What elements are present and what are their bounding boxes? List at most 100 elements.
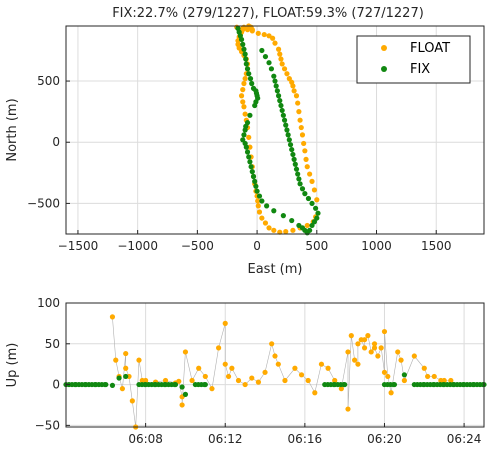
float-point [361,337,368,343]
bottom-y-tick-label: 100 [37,296,60,310]
bottom-x-tick-label: 06:08 [128,432,163,446]
float-point [277,51,283,57]
top-ticks: −1500 −1000 −500 0 500 1000 1500 −500 0 500 [27,74,451,253]
float-point [262,369,268,375]
vertical-position-plot: 06:08 06:12 06:16 06:20 06:24 −50 0 50 100 Up (m… [5,296,487,446]
float-point [240,99,246,105]
fix-point [302,191,308,197]
float-point [368,349,374,355]
fix-point [289,146,295,153]
float-point [261,31,267,38]
fix-point [284,127,290,133]
float-point [292,365,298,371]
fix-point [460,381,466,388]
float-point [259,215,265,221]
float-point [182,349,189,355]
float-point [303,156,309,162]
float-point [299,132,306,138]
float-point [291,88,297,94]
float-point [255,198,261,204]
fix-point [243,56,249,62]
fix-point [253,183,259,189]
fix-point [279,107,285,114]
float-point [255,379,262,385]
float-point [282,377,288,384]
float-point [123,365,129,371]
fix-point [123,373,129,380]
fix-point [277,98,283,104]
fix-point [286,137,292,143]
fix-point [182,391,189,397]
top-x-tick-label: −1000 [117,239,158,253]
fix-point [272,78,278,84]
fix-point [252,178,258,184]
float-point [295,100,301,106]
fix-point [72,381,78,388]
fix-point [268,66,275,72]
float-point [242,381,248,388]
float-point [371,345,378,351]
fix-point [254,188,260,194]
top-x-axis-label: East (m) [248,262,303,277]
fix-point [264,203,270,209]
bottom-y-axis-label: Up (m) [5,343,20,388]
float-point [202,373,208,380]
fix-point [470,381,476,388]
float-point [355,361,361,367]
float-point [311,187,318,193]
float-point [123,350,129,357]
float-point [240,87,246,93]
float-point [304,222,310,229]
float-point [381,369,388,375]
float-point [284,71,290,77]
float-point [355,341,361,347]
float-point [293,93,300,99]
float-point [272,40,278,46]
fix-point [244,149,251,155]
float-point [365,333,371,339]
top-series [234,23,321,236]
float-point [302,148,308,154]
float-point [297,117,303,123]
fix-point [201,381,207,388]
fix-point [305,195,312,202]
float-point [309,178,315,184]
fix-point [241,132,247,138]
float-point [381,328,388,335]
bottom-x-tick-label: 06:12 [208,432,243,446]
fix-point [281,117,288,123]
float-point [262,220,269,226]
top-y-axis-label: North (m) [5,98,20,161]
float-point [241,104,247,110]
fix-point [102,381,108,388]
float-point [277,229,283,235]
fix-point [293,166,300,172]
fix-point [290,151,296,158]
fix-point [243,144,249,150]
float-point [361,345,368,351]
float-point [216,345,222,351]
float-point [249,375,255,381]
fix-point [309,200,315,207]
fix-point [309,222,315,229]
fix-point [142,381,148,388]
fix-point [248,164,254,170]
float-point [247,144,253,150]
float-point [395,349,401,355]
fix-point [152,381,158,388]
fix-point [297,181,303,187]
fix-point [287,142,294,148]
fix-point [295,171,301,177]
float-point [255,30,261,36]
float-point [229,365,235,371]
fix-point [242,127,248,133]
fix-point [179,384,185,390]
fix-point [450,381,456,388]
fix-point [285,132,291,138]
legend-fix-label: FIX [410,62,430,77]
top-x-tick-label: 1000 [361,239,392,253]
float-point [238,93,245,99]
fix-point [307,227,313,233]
float-point [235,41,241,47]
float-point [298,124,304,131]
